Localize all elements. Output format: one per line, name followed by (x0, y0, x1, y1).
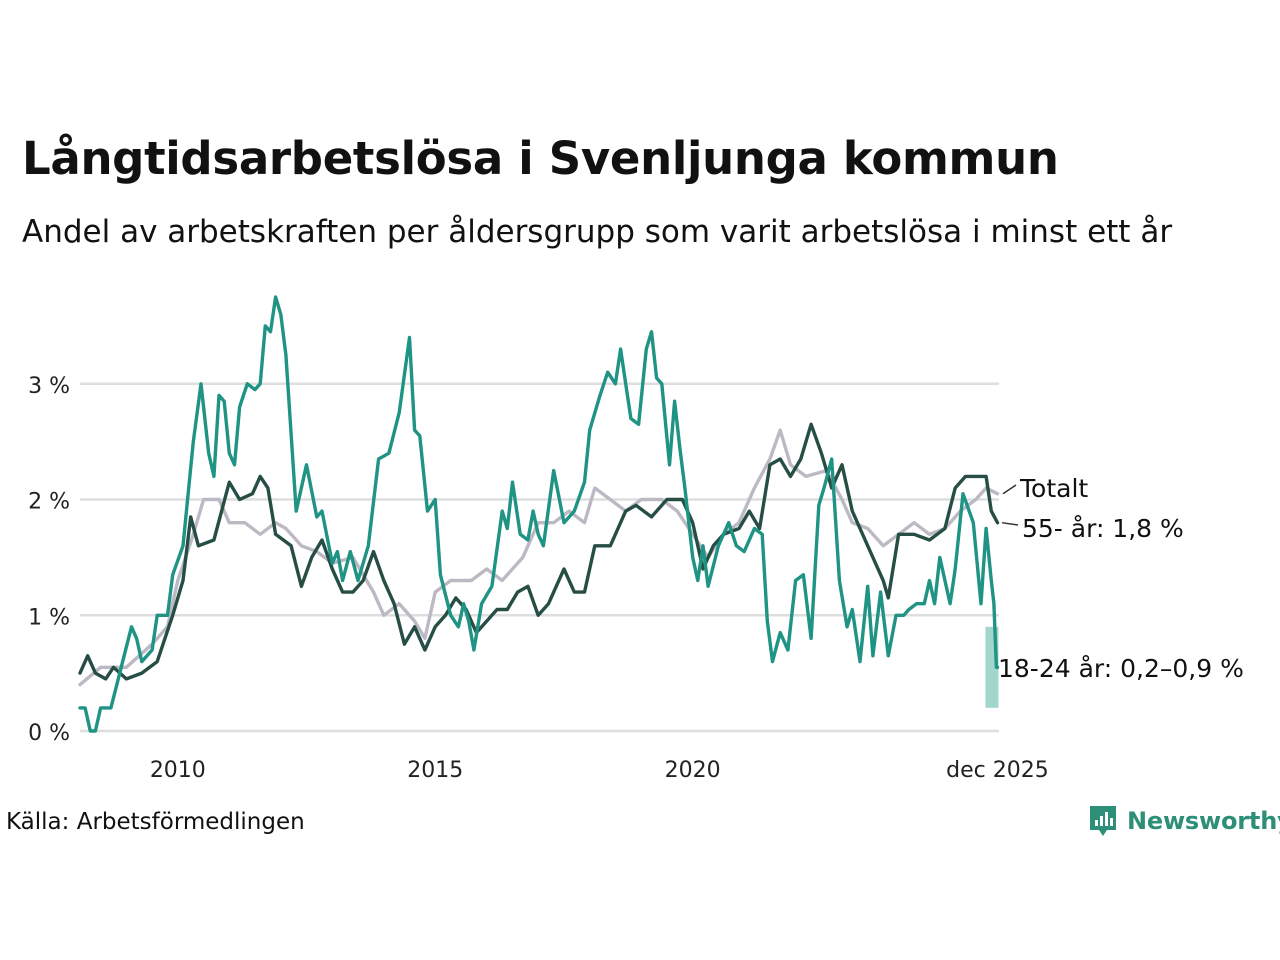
series-end-label: Totalt (1019, 474, 1088, 503)
series-lines (78, 295, 1000, 733)
series-line-2 (78, 295, 1000, 733)
chart-subtitle: Andel av arbetskraften per åldersgrupp s… (22, 214, 1173, 250)
x-tick-label: 2020 (665, 758, 721, 783)
x-axis-ticks: 2010 2015 2020 dec 2025 (150, 758, 1049, 783)
series-line-1 (78, 422, 1000, 681)
series-end-label: 18-24 år: 0,2–0,9 % (998, 654, 1244, 683)
series-line-0 (78, 428, 1000, 687)
brand-logo[interactable]: Newsworthy (1088, 804, 1280, 838)
chart-title: Långtidsarbetslösa i Svenljunga kommun (22, 132, 1059, 185)
label-leader-line (1001, 521, 1019, 526)
series-labels: Totalt 55- år: 1,8 % 18-24 år: 0,2–0,9 % (998, 474, 1244, 683)
y-tick-label: 3 % (28, 374, 70, 399)
y-tick-label: 0 % (28, 721, 70, 746)
series-end-label: 55- år: 1,8 % (1022, 514, 1184, 543)
label-leader-line (1002, 484, 1017, 495)
x-tick-label: dec 2025 (946, 758, 1049, 783)
newsworthy-logo-icon (1090, 806, 1116, 836)
source-note: Källa: Arbetsförmedlingen (6, 809, 305, 835)
y-tick-label: 2 % (28, 490, 70, 515)
brand-name: Newsworthy (1127, 807, 1280, 835)
y-axis-ticks: 0 % 1 % 2 % 3 % (28, 374, 70, 746)
y-tick-label: 1 % (28, 605, 70, 630)
x-tick-label: 2010 (150, 758, 206, 783)
x-tick-label: 2015 (407, 758, 463, 783)
